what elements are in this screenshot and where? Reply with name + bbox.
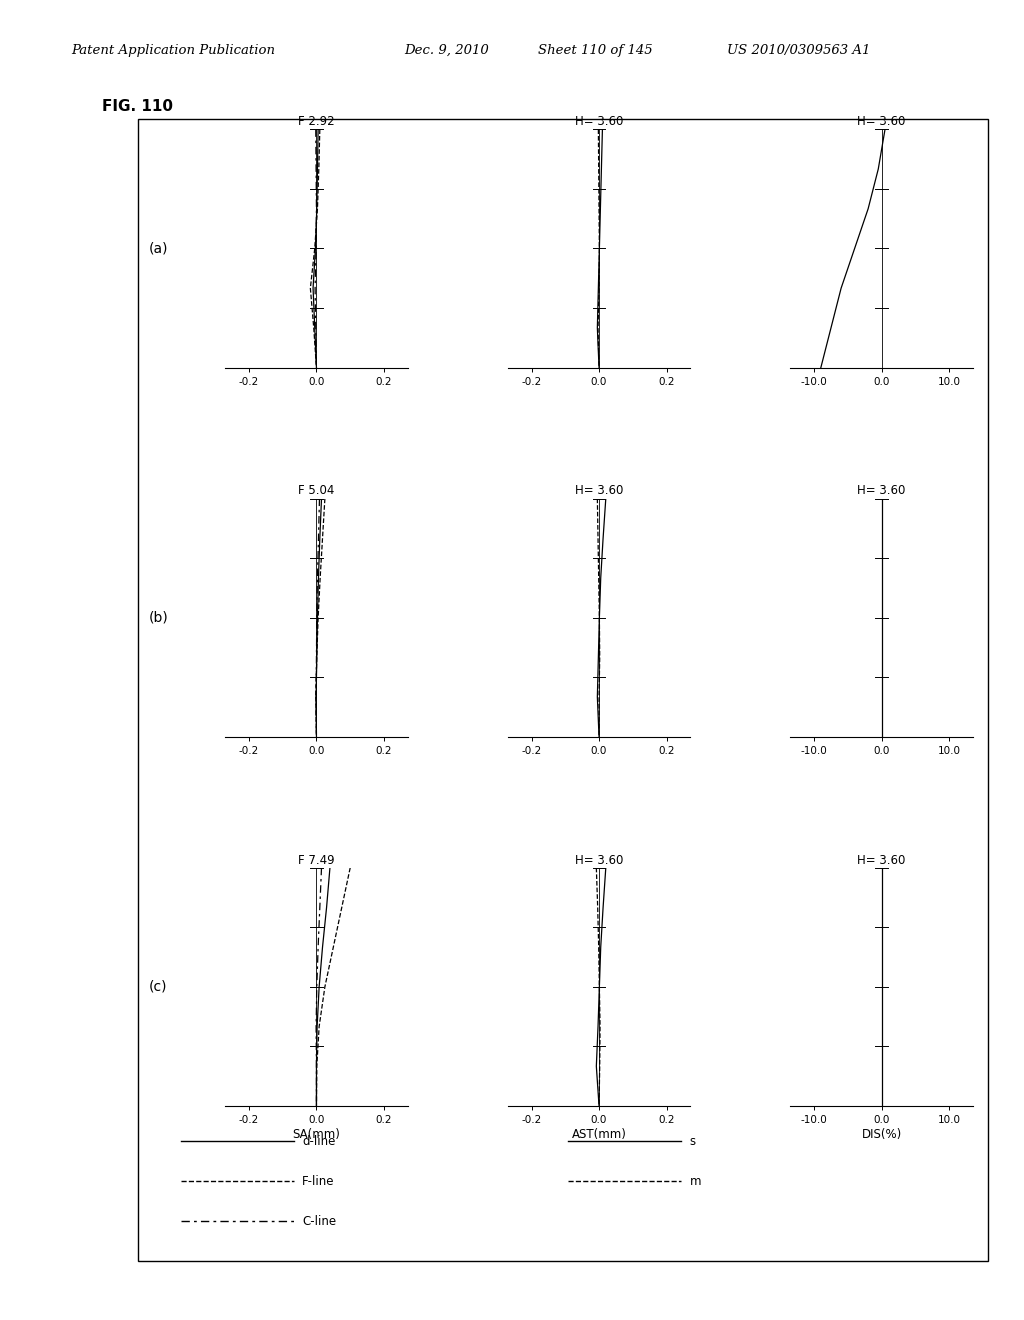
Text: US 2010/0309563 A1: US 2010/0309563 A1 [727,44,870,57]
Text: (c): (c) [148,979,167,994]
Text: F-line: F-line [302,1175,335,1188]
Title: F 2.92: F 2.92 [298,115,335,128]
Title: F 7.49: F 7.49 [298,854,335,866]
X-axis label: DIS(%): DIS(%) [861,1127,902,1140]
Text: Patent Application Publication: Patent Application Publication [72,44,275,57]
Text: m: m [689,1175,701,1188]
X-axis label: SA(mm): SA(mm) [293,1127,340,1140]
Text: Sheet 110 of 145: Sheet 110 of 145 [538,44,652,57]
Text: (a): (a) [148,242,168,256]
Text: C-line: C-line [302,1214,336,1228]
Title: H= 3.60: H= 3.60 [574,484,624,498]
Title: H= 3.60: H= 3.60 [574,854,624,866]
Text: FIG. 110: FIG. 110 [102,99,173,114]
Title: H= 3.60: H= 3.60 [574,115,624,128]
Text: Dec. 9, 2010: Dec. 9, 2010 [404,44,489,57]
Title: H= 3.60: H= 3.60 [857,854,906,866]
Title: H= 3.60: H= 3.60 [857,484,906,498]
Text: d-line: d-line [302,1135,335,1147]
Text: s: s [689,1135,695,1147]
Title: H= 3.60: H= 3.60 [857,115,906,128]
X-axis label: AST(mm): AST(mm) [571,1127,627,1140]
Title: F 5.04: F 5.04 [298,484,335,498]
Text: (b): (b) [148,611,168,624]
